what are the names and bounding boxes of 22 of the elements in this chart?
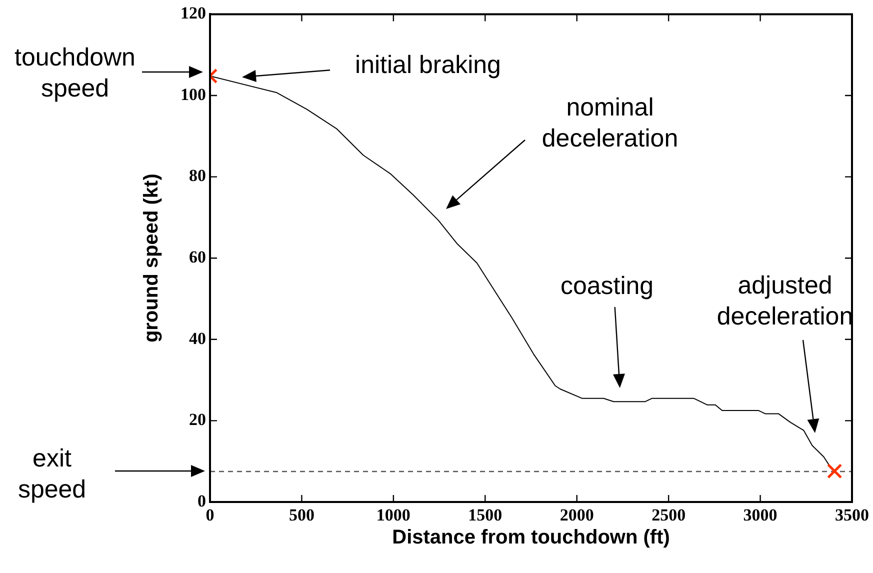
annotation: coasting — [560, 272, 654, 300]
x-tick-label: 2500 — [652, 506, 686, 525]
annotation: initial braking — [355, 50, 501, 79]
x-tick-label: 1000 — [376, 506, 410, 525]
text: touchdown speed — [14, 43, 136, 102]
y-tick-label: 120 — [180, 4, 206, 23]
y-tick-label: 80 — [189, 166, 206, 186]
x-tick-label: 3000 — [743, 506, 778, 525]
annotation: nominal deceleration — [542, 93, 678, 152]
y-tick-label: 40 — [189, 328, 206, 348]
annotation: adjusted deceleration — [716, 271, 854, 330]
y-tick-label: 60 — [189, 247, 206, 266]
x-tick-label: 3500 — [835, 506, 869, 525]
x-axis-title: Distance from touchdown (ft) — [392, 526, 670, 549]
x-tick-label: 1500 — [468, 506, 502, 525]
x-tick-label: 2000 — [560, 506, 594, 525]
x-tick-label: 500 — [288, 506, 314, 525]
y-axis-title: ground speed (kt) — [140, 174, 163, 343]
y-tick-label: 100 — [180, 84, 206, 104]
text: exit speed — [18, 444, 86, 504]
y-tick-label: 20 — [189, 410, 206, 430]
y-tick-label: 0 — [198, 491, 206, 510]
